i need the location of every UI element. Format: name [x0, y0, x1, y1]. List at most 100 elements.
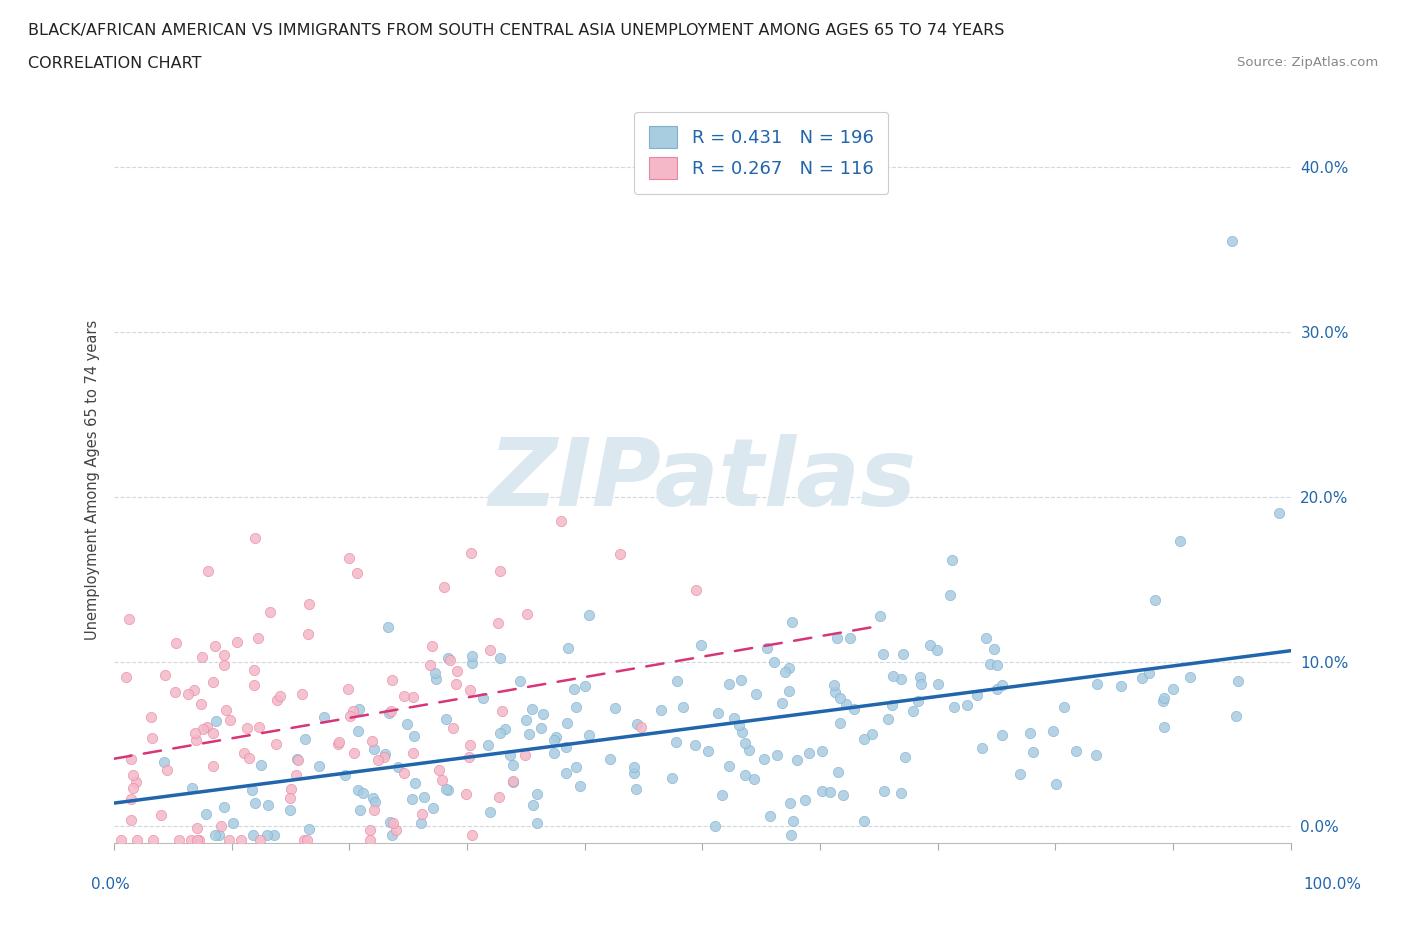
Point — [127, 832, 149, 847]
Point — [1161, 682, 1184, 697]
Point — [880, 698, 903, 712]
Point — [122, 767, 145, 782]
Point — [703, 819, 725, 834]
Point — [278, 790, 301, 805]
Point — [346, 565, 368, 580]
Point — [153, 668, 176, 683]
Point — [983, 641, 1005, 656]
Point — [491, 704, 513, 719]
Point — [190, 697, 212, 711]
Point — [250, 758, 273, 773]
Point — [204, 828, 226, 843]
Point — [562, 681, 585, 696]
Point — [349, 803, 371, 817]
Point — [343, 746, 366, 761]
Point — [156, 763, 179, 777]
Point — [263, 828, 285, 843]
Point — [364, 795, 387, 810]
Point — [661, 770, 683, 785]
Point — [287, 753, 309, 768]
Point — [502, 774, 524, 789]
Point — [212, 648, 235, 663]
Point — [195, 719, 218, 734]
Point — [437, 783, 460, 798]
Point — [605, 700, 627, 715]
Point — [284, 767, 307, 782]
Point — [122, 780, 145, 795]
Point — [890, 671, 912, 686]
Point — [513, 747, 536, 762]
Point — [461, 648, 484, 663]
Point — [367, 753, 389, 768]
Point — [328, 737, 350, 751]
Point — [555, 739, 578, 754]
Point — [374, 747, 396, 762]
Point — [184, 732, 207, 747]
Point — [893, 750, 915, 764]
Point — [825, 631, 848, 645]
Point — [437, 651, 460, 666]
Point — [543, 745, 565, 760]
Point — [478, 643, 501, 658]
Point — [409, 816, 432, 830]
Point — [734, 767, 756, 782]
Point — [441, 721, 464, 736]
Point — [1137, 666, 1160, 681]
Point — [782, 814, 804, 829]
Point — [219, 713, 242, 728]
Point — [458, 683, 481, 698]
Point — [236, 721, 259, 736]
Point — [363, 790, 385, 805]
Point — [125, 775, 148, 790]
Point — [269, 688, 291, 703]
Point — [115, 670, 138, 684]
Point — [972, 740, 994, 755]
Point — [363, 741, 385, 756]
Point — [738, 742, 761, 757]
Point — [402, 746, 425, 761]
Point — [423, 666, 446, 681]
Point — [488, 651, 510, 666]
Point — [294, 732, 316, 747]
Point — [346, 724, 368, 739]
Point — [436, 782, 458, 797]
Point — [696, 743, 718, 758]
Point — [927, 676, 949, 691]
Point — [472, 690, 495, 705]
Point — [533, 707, 555, 722]
Point — [759, 808, 782, 823]
Text: CORRELATION CHART: CORRELATION CHART — [28, 56, 201, 71]
Point — [298, 597, 321, 612]
Point — [683, 737, 706, 752]
Point — [1153, 719, 1175, 734]
Point — [280, 803, 302, 817]
Point — [762, 654, 785, 669]
Point — [377, 619, 399, 634]
Point — [165, 684, 187, 699]
Point — [266, 693, 288, 708]
Point — [478, 804, 501, 819]
Point — [543, 733, 565, 748]
Point — [167, 832, 190, 847]
Point — [486, 616, 509, 631]
Point — [707, 705, 730, 720]
Point — [728, 718, 751, 733]
Point — [120, 813, 142, 828]
Point — [446, 664, 468, 679]
Point — [793, 792, 815, 807]
Point — [626, 717, 648, 732]
Point — [811, 783, 834, 798]
Point — [118, 612, 141, 627]
Point — [382, 816, 405, 830]
Point — [188, 832, 211, 847]
Point — [666, 674, 689, 689]
Point — [336, 682, 359, 697]
Point — [1268, 506, 1291, 521]
Point — [550, 514, 572, 529]
Point — [238, 751, 260, 765]
Point — [901, 703, 924, 718]
Point — [460, 546, 482, 561]
Point — [502, 758, 524, 773]
Point — [820, 784, 842, 799]
Point — [312, 709, 335, 724]
